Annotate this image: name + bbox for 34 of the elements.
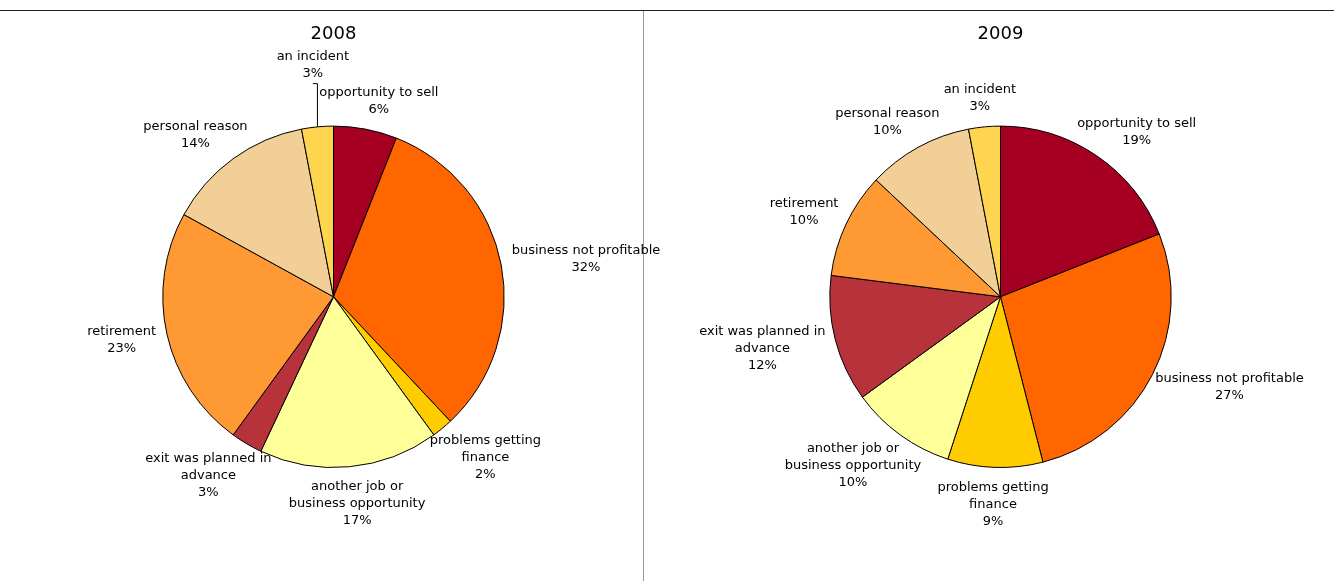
data-label: 9% (982, 513, 1004, 529)
chart-title: 2009 (977, 22, 1024, 44)
data-label: 14% (181, 135, 210, 151)
slice-label: personal reason (835, 104, 940, 120)
slice-label: retirement (769, 194, 839, 210)
slice-label: personal reason (143, 118, 248, 134)
slice-label: problems getting finance (429, 431, 542, 464)
slice-label: another job or business opportunity (288, 478, 426, 511)
slice-label: opportunity to sell (1077, 114, 1197, 130)
data-label: 19% (1122, 131, 1152, 147)
data-label: 3% (302, 64, 324, 80)
data-label: 23% (107, 340, 137, 356)
slice-label: business not profitable (511, 242, 661, 258)
slice-label: an incident (943, 80, 1017, 96)
slice-label: another job or business opportunity (784, 439, 922, 472)
chart-title: 2008 (310, 22, 357, 44)
slice-label: exit was planned in advance (145, 450, 272, 483)
slice-label: exit was planned in advance (699, 322, 826, 355)
slice-label: business not profitable (1155, 370, 1304, 386)
data-label: 3% (198, 484, 219, 500)
data-label: 10% (838, 473, 868, 489)
data-label: 3% (969, 97, 991, 113)
slice-label: retirement (87, 323, 157, 339)
data-label: 6% (368, 100, 390, 116)
data-label: 32% (571, 259, 601, 275)
data-label: 12% (747, 356, 777, 372)
data-label: 2% (475, 465, 496, 481)
data-label: 27% (1215, 387, 1244, 403)
slice-label: opportunity to sell (319, 83, 439, 99)
slice-label: an incident (276, 47, 350, 63)
data-label: 10% (789, 211, 819, 227)
data-label: 17% (342, 512, 372, 528)
data-label: 10% (872, 121, 902, 137)
slice-label: problems getting finance (937, 479, 1049, 512)
